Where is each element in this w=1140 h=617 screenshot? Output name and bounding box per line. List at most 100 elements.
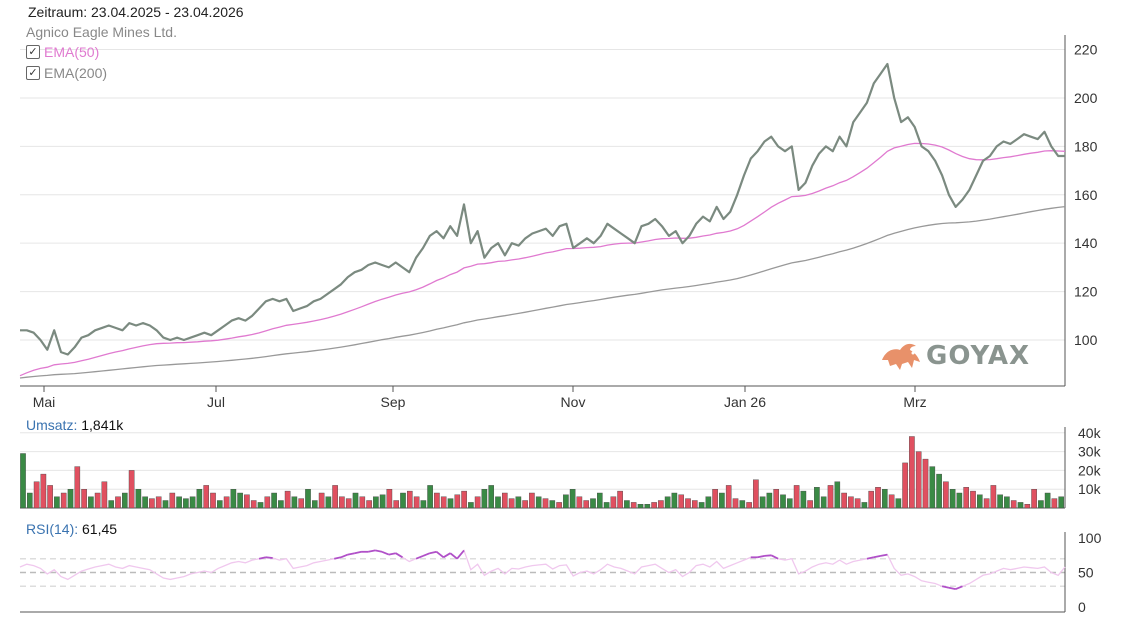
volume-bar [203,485,210,509]
volume-bar [298,498,305,509]
volume-bar [692,500,698,509]
volume-bar [956,492,963,509]
rsi-extreme-segment [948,586,956,590]
volume-bar [773,489,779,509]
ema50-checkbox-icon[interactable]: ✓ [26,45,40,59]
volume-bar [576,496,583,509]
rsi-extreme-segment [265,556,273,559]
volume-bar [196,489,203,509]
volume-y-tick-label: 40k [1078,425,1102,441]
volume-bar [359,496,366,509]
price-y-tick-label: 180 [1074,138,1098,154]
volume-bar [47,485,53,509]
volume-bar [250,500,257,509]
ema200-checkbox-icon[interactable]: ✓ [26,66,40,80]
volume-bar [949,489,956,509]
volume-bar [155,496,162,509]
volume-bar [535,496,542,509]
legend-ema50-label: EMA(50) [44,44,100,60]
volume-bar [854,498,861,509]
price-y-tick-label: 120 [1074,284,1098,300]
volume-bar [868,490,874,509]
price-y-tick-label: 140 [1074,235,1098,251]
volume-bar [325,496,332,509]
volume-bar [712,489,718,509]
volume-bar [671,492,678,509]
volume-bar [678,494,684,509]
volume-bar [271,492,277,509]
rsi-label: RSI(14): [26,521,79,537]
price-y-tick-label: 100 [1074,332,1098,348]
volume-bar [807,500,813,509]
volume-bar [569,489,576,509]
volume-bar [922,458,929,509]
rsi-extreme-segment [955,585,963,590]
volume-bar [427,485,433,509]
volume-bar [169,492,176,509]
volume-bar [495,496,501,509]
rsi-extreme-segment [443,552,451,559]
volume-bar [515,496,522,509]
volume-bar [590,498,596,509]
volume-bar [834,481,841,509]
rsi-y-tick-label: 100 [1078,530,1102,546]
volume-bar [352,492,359,509]
volume-bar [915,451,922,509]
rsi-extreme-segment [354,550,362,555]
volume-bar [284,490,291,509]
company-label: Agnico Eagle Mines Ltd. [26,24,177,40]
volume-bar [508,498,515,509]
legend-ema200-toggle[interactable]: ✓ EMA(200) [26,65,107,81]
volume-bar [54,496,60,509]
volume-bar [719,492,725,509]
volume-bar [318,492,325,509]
volume-bar [787,498,793,509]
volume-bar [827,485,834,509]
volume-bar [556,502,562,509]
volume-y-tick-label: 30k [1078,444,1102,460]
volume-bar [1044,492,1051,509]
volume-bar [644,504,651,509]
volume-bar [780,494,786,509]
volume-bar [1058,496,1064,509]
volume-bar [529,492,535,509]
rsi-extreme-segment [429,550,437,555]
ema200-line [19,205,1066,379]
volume-bar [108,500,114,509]
volume-bar [895,498,902,509]
rsi-extreme-segment [770,554,779,560]
rsi-extreme-segment [757,555,765,559]
volume-bar [848,496,854,509]
volume-bar [698,502,705,509]
volume-bar [393,500,400,509]
volume-bar [705,496,712,509]
volume-bar [1031,489,1037,509]
rsi-extreme-segment [368,549,376,553]
volume-bar [474,496,481,509]
period-label: Zeitraum: 23.04.2025 - 23.04.2026 [28,4,244,20]
volume-bar [990,485,997,509]
volume-bar [345,498,352,509]
volume-bar [468,502,474,509]
volume-bar [814,487,820,509]
volume-bar [216,500,223,509]
volume-bar [841,492,847,509]
volume-bar [407,490,413,509]
volume-bar [33,481,40,509]
volume-bar [875,487,881,509]
rsi-value: 61,45 [82,521,118,537]
volume-bar [128,470,135,509]
volume-bar [121,492,128,509]
legend-ema50-toggle[interactable]: ✓ EMA(50) [26,44,99,60]
rsi-extreme-segment [422,552,431,557]
volume-bar [420,500,427,509]
volume-bar [413,496,420,509]
volume-bar [1024,504,1031,509]
volume-bar [929,466,936,509]
volume-bar [481,489,488,509]
volume-bar [447,498,454,509]
volume-bar [366,500,372,509]
volume-bar [142,496,148,509]
